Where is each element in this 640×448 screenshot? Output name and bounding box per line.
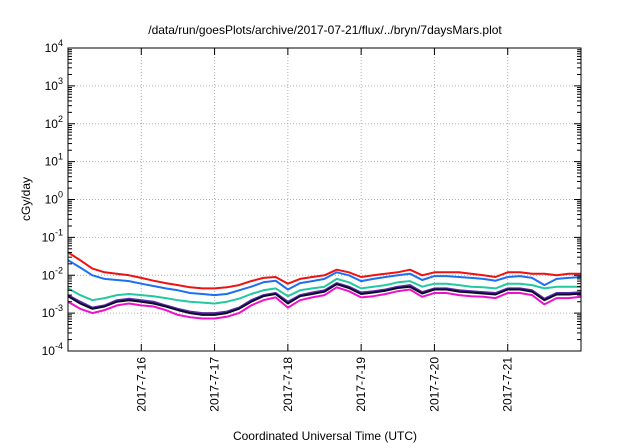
y-tick-label-base: 10 [45,155,59,169]
y-tick-label-exponent: 2 [58,114,63,124]
y-tick-label-exponent: 3 [58,76,63,86]
series-line-4 [67,282,582,315]
y-tick-label-exponent: 1 [58,152,63,162]
y-tick-label: 104 [45,38,63,55]
y-tick-label-base: 10 [42,344,56,358]
series-line-1 [67,251,581,290]
y-tick-label-exponent: 0 [58,190,63,200]
y-tick-label-base: 10 [42,230,56,244]
y-tick-label: 103 [45,76,63,93]
chart-title: /data/run/goesPlots/archive/2017-07-21/f… [148,23,502,37]
y-tick-label-base: 10 [45,117,59,131]
x-axis-title: Coordinated Universal Time (UTC) [233,429,417,443]
x-tick-label: 2017-7-18 [281,357,295,412]
y-tick-label-base: 10 [45,79,59,93]
x-tick-label: 2017-7-16 [134,357,148,412]
series-line-5 [67,283,582,316]
x-tick-label: 2017-7-21 [501,357,515,412]
y-tick-label: 10-2 [42,265,63,282]
series-line-3 [67,277,581,305]
y-tick-label-exponent: 4 [58,38,63,48]
tick-layer: 10-410-310-210-11001011021031042017-7-16… [42,38,581,412]
x-tick-label: 2017-7-20 [427,357,441,412]
y-tick-label-base: 10 [42,268,56,282]
x-tick-label: 2017-7-19 [354,357,368,412]
series-line-6 [67,286,582,320]
y-tick-label-exponent: -1 [55,227,63,237]
y-tick-label: 100 [45,190,63,207]
x-tick-label: 2017-7-17 [208,357,222,412]
y-tick-label-exponent: -4 [55,341,63,351]
y-tick-label: 102 [45,114,63,131]
y-tick-label: 10-4 [42,341,63,358]
y-tick-label-base: 10 [45,193,59,207]
series-line-2 [67,259,582,297]
y-tick-label: 10-3 [42,303,63,320]
y-tick-label-exponent: -3 [55,303,63,313]
y-tick-label-base: 10 [45,41,59,55]
y-axis-title: cGy/day [19,177,33,221]
y-tick-label-base: 10 [42,306,56,320]
series-layer [67,251,582,320]
y-tick-label: 10-1 [42,227,63,244]
y-tick-label: 101 [45,152,63,169]
y-tick-label-exponent: -2 [55,265,63,275]
